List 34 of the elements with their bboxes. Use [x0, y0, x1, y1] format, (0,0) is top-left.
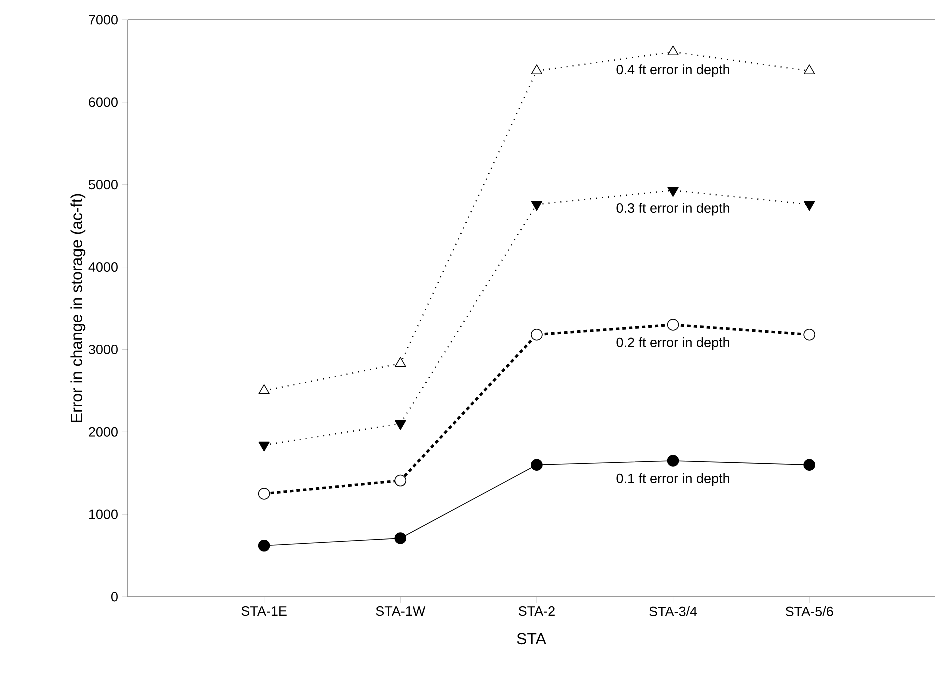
point	[531, 459, 543, 472]
y-tick-label: 3000	[88, 344, 118, 354]
y-tick-label: 1000	[89, 510, 118, 520]
point	[258, 488, 270, 500]
annotation: 0.3 ft error in depth	[616, 203, 730, 216]
y-tick-label: 2000	[89, 427, 118, 437]
y-tick-label: 4000	[88, 262, 118, 272]
y-tick-label: 5000	[88, 180, 118, 190]
point	[258, 540, 270, 552]
point	[804, 459, 816, 472]
y-axis-title: Error in change in storage (ac-ft)	[70, 194, 86, 422]
annotation: 0.2 ft error in depth	[616, 338, 730, 350]
point	[668, 46, 679, 56]
x-tick-label: STA-3/4	[650, 606, 698, 616]
annotation: 0.1 ft error in depth	[616, 474, 730, 486]
point	[804, 64, 816, 75]
x-tick-label: STA-2	[518, 606, 555, 616]
point	[395, 357, 406, 368]
x-tick-label: STA-5/6	[786, 606, 834, 616]
point	[394, 532, 407, 544]
y-tick-label: 6000	[89, 98, 118, 108]
x-tick-label: STA-1W	[376, 606, 426, 616]
point	[667, 319, 680, 331]
point	[258, 384, 270, 394]
point	[804, 328, 816, 341]
point	[531, 328, 543, 341]
x-axis-title: STA	[517, 633, 546, 645]
annotation: 0.4 ft error in depth	[616, 64, 730, 78]
y-tick-label: 0	[112, 592, 118, 602]
point	[667, 455, 680, 467]
point	[394, 474, 407, 487]
point	[531, 64, 543, 75]
y-tick-label: 7000	[89, 15, 118, 25]
x-tick-label: STA-1E	[242, 606, 287, 616]
